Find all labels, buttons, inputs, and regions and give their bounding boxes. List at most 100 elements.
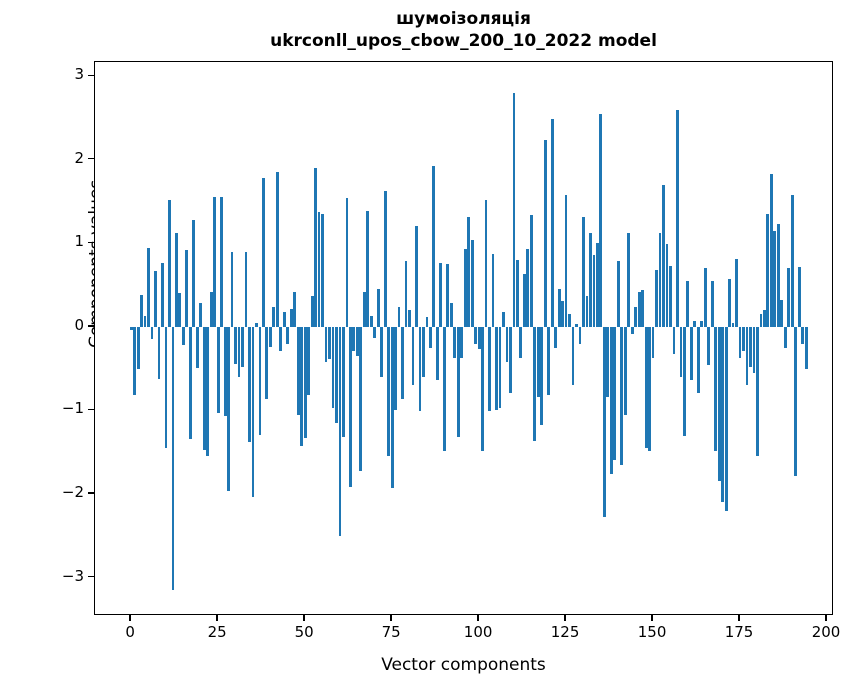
x-tick-label-25: 25 bbox=[207, 623, 227, 641]
bar-component-30 bbox=[234, 326, 237, 364]
bar-component-140 bbox=[616, 260, 620, 327]
bar-component-77 bbox=[397, 306, 401, 327]
bar-component-107 bbox=[502, 311, 505, 327]
bar-component-4 bbox=[143, 316, 147, 327]
bar-component-46 bbox=[289, 308, 293, 327]
bar-component-33 bbox=[244, 251, 248, 327]
bar-component-74 bbox=[387, 326, 391, 456]
bar-component-7 bbox=[154, 270, 157, 327]
bar-component-194 bbox=[804, 326, 808, 369]
bar-component-156 bbox=[672, 326, 676, 355]
bar-component-92 bbox=[449, 303, 453, 327]
bar-component-42 bbox=[275, 172, 279, 327]
bar-component-0 bbox=[129, 326, 133, 331]
x-tick-mark-175 bbox=[738, 615, 740, 621]
bar-component-113 bbox=[522, 274, 526, 327]
bar-component-129 bbox=[578, 326, 582, 344]
bar-component-37 bbox=[258, 326, 262, 435]
bar-component-127 bbox=[571, 326, 575, 386]
bar-component-96 bbox=[463, 249, 467, 327]
bar-component-114 bbox=[526, 249, 530, 327]
bar-component-116 bbox=[533, 326, 537, 442]
bar-component-144 bbox=[630, 326, 634, 335]
bar-component-44 bbox=[282, 311, 286, 327]
bar-component-71 bbox=[376, 289, 380, 327]
bar-component-23 bbox=[209, 291, 213, 327]
bar-component-56 bbox=[324, 326, 328, 362]
y-tick-mark-0 bbox=[88, 325, 94, 327]
bar-component-141 bbox=[620, 326, 624, 465]
bar-component-87 bbox=[432, 166, 436, 327]
bar-component-139 bbox=[613, 326, 617, 460]
bar-component-161 bbox=[689, 326, 693, 381]
bar-component-16 bbox=[185, 250, 189, 327]
y-tick-label-0: 0 bbox=[74, 315, 84, 334]
bar-component-75 bbox=[390, 326, 394, 489]
bar-component-172 bbox=[728, 279, 732, 327]
bar-component-63 bbox=[348, 326, 352, 488]
bar-component-47 bbox=[293, 291, 297, 327]
bar-component-152 bbox=[658, 233, 662, 327]
y-tick-mark-2 bbox=[88, 158, 94, 160]
bar-component-101 bbox=[481, 326, 484, 451]
bar-component-191 bbox=[794, 326, 798, 476]
bar-component-189 bbox=[787, 268, 791, 327]
bar-component-39 bbox=[265, 326, 269, 399]
bar-component-165 bbox=[703, 268, 707, 327]
bar-component-38 bbox=[261, 178, 265, 327]
bar-component-173 bbox=[731, 322, 735, 327]
bar-component-138 bbox=[609, 326, 613, 474]
bar-component-97 bbox=[467, 216, 471, 327]
bar-component-112 bbox=[519, 326, 523, 358]
bar-component-43 bbox=[279, 326, 283, 352]
x-tick-label-150: 150 bbox=[637, 623, 667, 641]
bar-component-174 bbox=[735, 259, 738, 327]
x-tick-mark-200 bbox=[825, 615, 827, 621]
x-tick-label-0: 0 bbox=[125, 623, 135, 641]
bar-component-177 bbox=[745, 326, 749, 386]
bar-component-150 bbox=[651, 326, 655, 358]
bar-component-117 bbox=[536, 326, 540, 398]
bar-component-31 bbox=[237, 326, 241, 377]
bar-component-192 bbox=[797, 266, 801, 327]
bar-component-94 bbox=[456, 326, 460, 438]
bar-component-158 bbox=[679, 326, 683, 377]
bar-component-81 bbox=[411, 326, 415, 386]
plot-area bbox=[94, 61, 833, 615]
bar-component-8 bbox=[157, 326, 161, 379]
bar-component-146 bbox=[637, 291, 641, 327]
bar-component-73 bbox=[383, 190, 387, 327]
bar-component-35 bbox=[251, 326, 255, 497]
bar-component-135 bbox=[599, 113, 603, 327]
bar-component-93 bbox=[453, 326, 457, 358]
bar-component-52 bbox=[310, 295, 314, 327]
bar-component-133 bbox=[592, 255, 596, 327]
bar-component-21 bbox=[202, 326, 206, 450]
bar-component-181 bbox=[759, 314, 763, 327]
bar-component-178 bbox=[749, 326, 752, 367]
x-tick-mark-150 bbox=[651, 615, 653, 621]
bar-component-61 bbox=[342, 326, 345, 438]
bar-component-25 bbox=[216, 326, 220, 413]
bar-component-24 bbox=[213, 197, 217, 327]
bar-component-154 bbox=[665, 244, 669, 327]
bar-component-41 bbox=[272, 306, 276, 327]
bar-component-106 bbox=[498, 326, 502, 408]
bar-component-149 bbox=[648, 326, 651, 451]
chart-title-line-2: ukrconll_upos_cbow_200_10_2022 model bbox=[270, 31, 657, 51]
bar-component-17 bbox=[188, 326, 192, 439]
bar-component-111 bbox=[515, 260, 519, 327]
bar-component-45 bbox=[286, 326, 290, 344]
bar-component-147 bbox=[641, 290, 645, 327]
bar-component-49 bbox=[300, 326, 304, 446]
bar-component-169 bbox=[717, 326, 721, 482]
bar-component-54 bbox=[317, 211, 321, 327]
bar-component-69 bbox=[369, 316, 373, 327]
y-tick-mark--3 bbox=[88, 575, 94, 578]
bar-component-19 bbox=[195, 326, 199, 368]
bar-component-86 bbox=[429, 326, 432, 348]
bar-component-78 bbox=[401, 326, 404, 399]
bar-component-40 bbox=[268, 326, 272, 347]
bar-component-57 bbox=[328, 326, 331, 359]
bar-component-6 bbox=[150, 326, 154, 340]
